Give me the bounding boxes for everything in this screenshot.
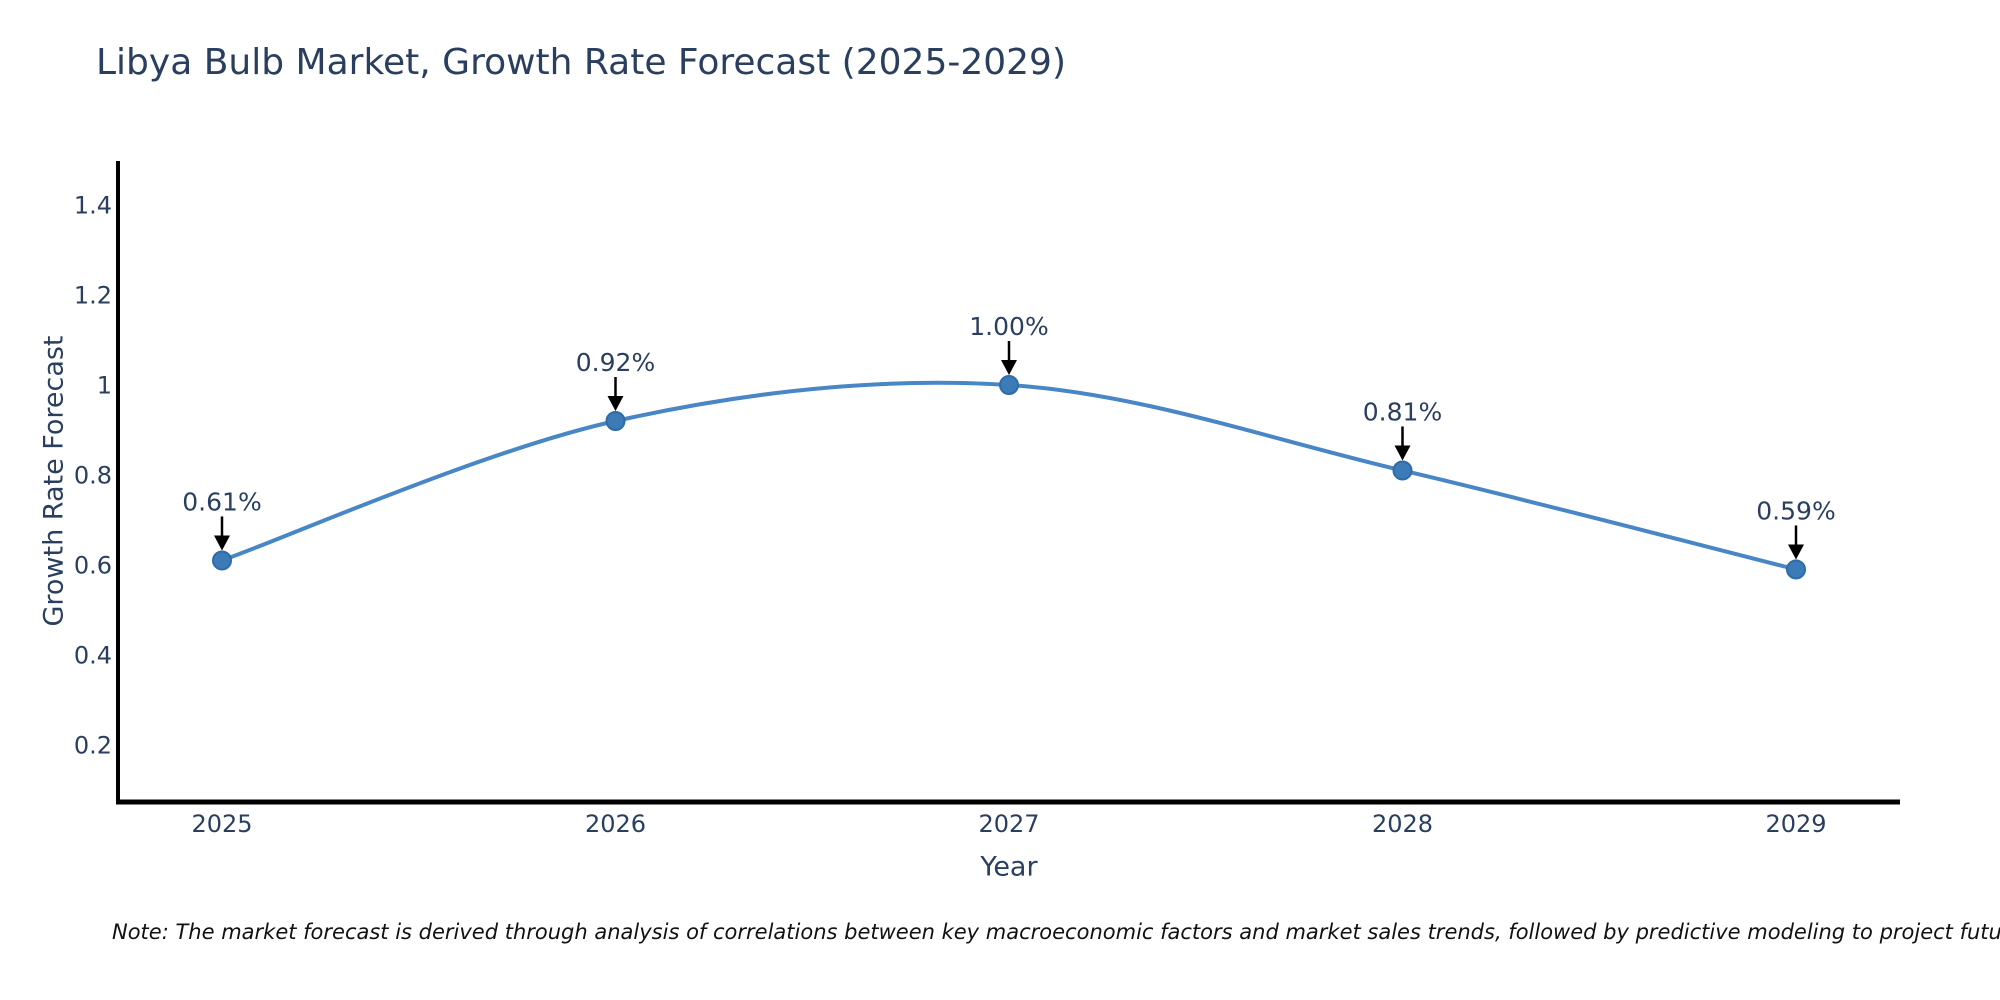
data-point-label: 1.00% [969, 312, 1048, 341]
data-point-label: 0.81% [1363, 397, 1442, 426]
data-point-marker [999, 375, 1019, 396]
annotation-arrow-head [214, 535, 230, 551]
data-point-marker [212, 550, 232, 571]
y-tick-label: 0.2 [74, 731, 112, 759]
data-point-label: 0.61% [182, 487, 261, 516]
x-tick-label: 2029 [1765, 810, 1826, 838]
y-tick-label: 1.2 [74, 282, 112, 310]
y-tick-label: 1 [97, 372, 112, 400]
data-point-marker [1786, 559, 1806, 580]
x-axis-title: Year [980, 851, 1038, 883]
x-tick-label: 2028 [1372, 810, 1433, 838]
footnote-text: Note: The market forecast is derived thr… [112, 920, 2000, 944]
x-tick-label: 2026 [585, 810, 646, 838]
data-point-marker [605, 410, 626, 431]
chart-title: Libya Bulb Market, Growth Rate Forecast … [96, 42, 1066, 83]
data-point-marker [1392, 460, 1413, 481]
y-tick-label: 1.4 [74, 192, 112, 220]
annotation-arrow-head [1394, 445, 1411, 461]
y-tick-label: 0.4 [74, 641, 112, 669]
annotation-arrow-head [1001, 360, 1017, 376]
x-tick-label: 2027 [978, 810, 1039, 838]
annotation-arrow-head [1788, 544, 1804, 560]
annotation-arrow-head [607, 395, 624, 411]
forecast-line [221, 380, 1797, 572]
data-point-label: 0.59% [1756, 496, 1835, 525]
y-axis-title: Growth Rate Forecast [38, 335, 70, 627]
x-tick-label: 2025 [191, 810, 252, 838]
y-tick-label: 0.6 [74, 551, 112, 579]
y-tick-label: 0.8 [74, 461, 112, 489]
data-point-label: 0.92% [576, 348, 655, 377]
